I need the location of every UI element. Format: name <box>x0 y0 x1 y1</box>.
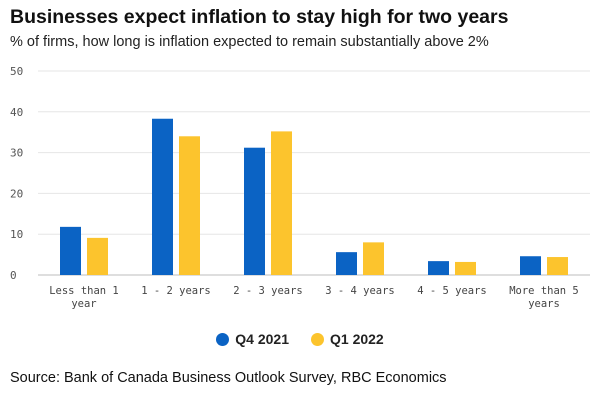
legend-swatch-q1-2022 <box>311 332 324 346</box>
bar-q4-2021-1 <box>152 118 173 276</box>
bar-q1-2022-3 <box>363 242 384 275</box>
source-note: Source: Bank of Canada Business Outlook … <box>10 370 447 386</box>
legend-label-q1-2022: Q1 2022 <box>330 331 384 347</box>
bar-q1-2022-0 <box>87 237 108 275</box>
y-tick-label: 40 <box>10 106 23 119</box>
chart-legend: Q4 2021 Q1 2022 <box>0 331 600 347</box>
bar-q4-2021-4 <box>428 261 449 275</box>
x-tick-label: 1 - 2 years <box>141 285 211 297</box>
bar-q1-2022-2 <box>271 131 292 275</box>
y-tick-label: 20 <box>10 187 23 200</box>
legend-item-q4-2021: Q4 2021 <box>216 331 289 347</box>
x-tick-label: years <box>528 298 560 310</box>
x-tick-label: Less than 1 <box>49 285 119 297</box>
x-tick-label: More than 5 <box>509 285 579 297</box>
chart-subtitle: % of firms, how long is inflation expect… <box>10 34 489 50</box>
legend-label-q4-2021: Q4 2021 <box>235 331 289 347</box>
x-tick-label: 4 - 5 years <box>417 285 487 297</box>
bar-q1-2022-1 <box>179 136 200 275</box>
x-tick-label: year <box>71 298 96 310</box>
bar-q4-2021-2 <box>244 147 265 275</box>
x-tick-label: 2 - 3 years <box>233 285 303 297</box>
bar-q1-2022-5 <box>547 257 568 275</box>
bar-q1-2022-4 <box>455 261 476 275</box>
bar-q4-2021-5 <box>520 256 541 275</box>
chart-title: Businesses expect inflation to stay high… <box>10 6 509 28</box>
y-tick-label: 0 <box>10 269 17 282</box>
y-tick-label: 10 <box>10 228 23 241</box>
y-tick-label: 50 <box>10 65 23 78</box>
bar-q4-2021-0 <box>60 226 81 275</box>
bar-q4-2021-3 <box>336 252 357 275</box>
x-tick-label: 3 - 4 years <box>325 285 395 297</box>
legend-swatch-q4-2021 <box>216 332 230 346</box>
y-tick-label: 30 <box>10 147 23 160</box>
legend-item-q1-2022: Q1 2022 <box>311 331 384 347</box>
